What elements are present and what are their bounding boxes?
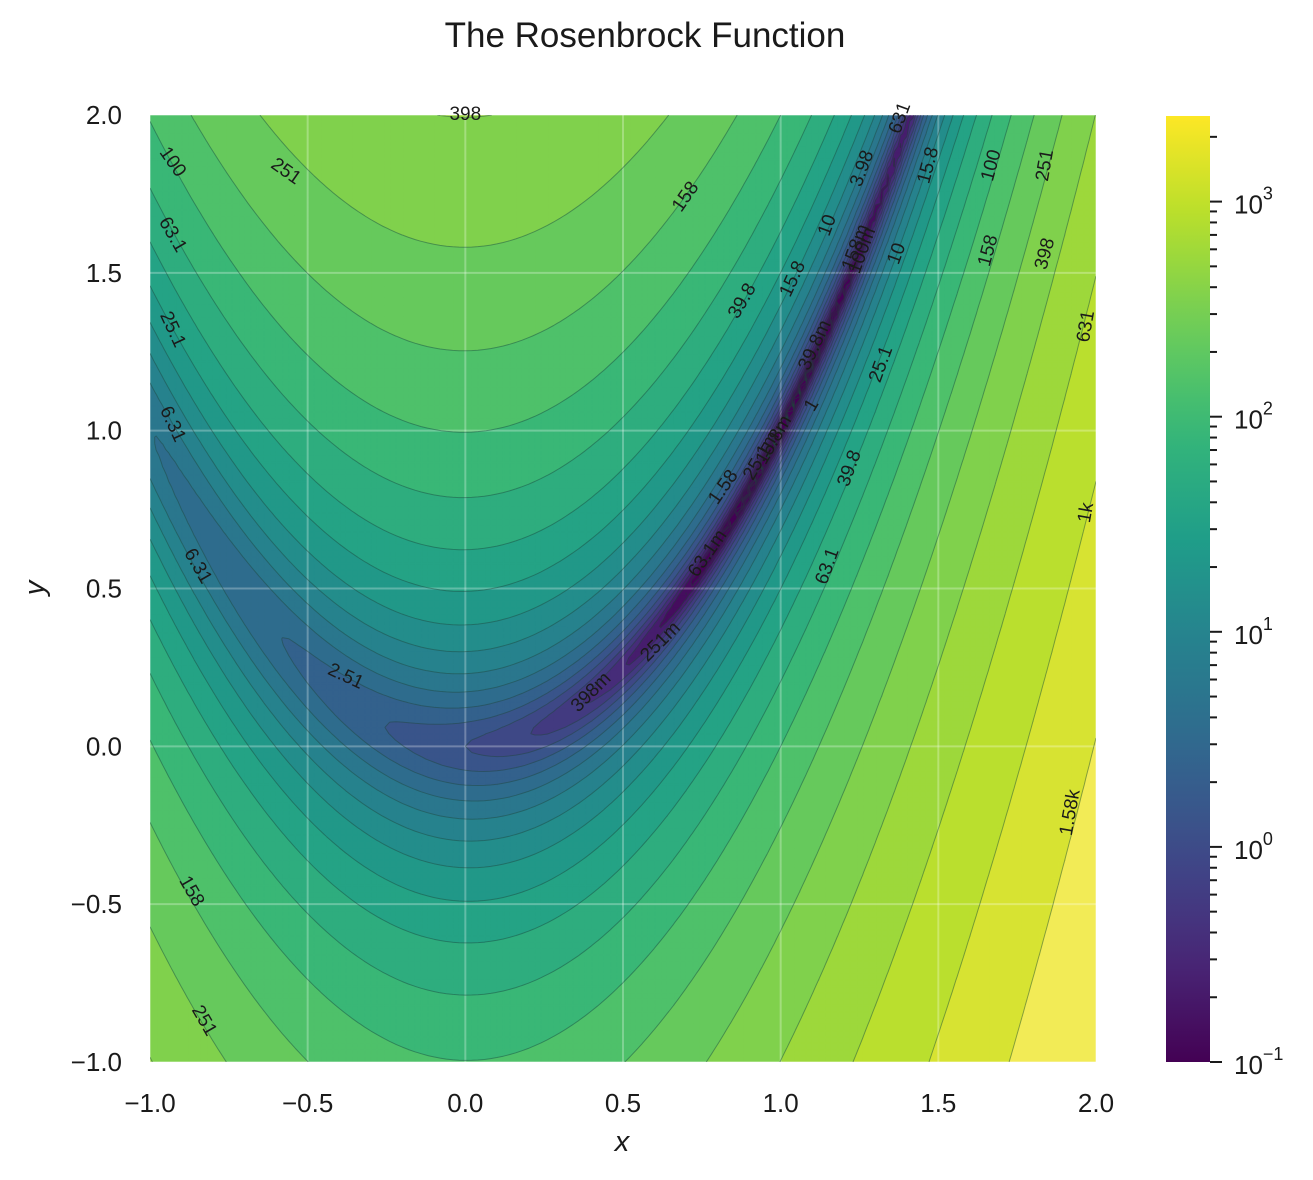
y-tick-label: −1.0 <box>71 1047 122 1077</box>
x-tick-label: 0.5 <box>605 1088 641 1118</box>
y-axis-label: y <box>19 579 51 597</box>
y-axis-ticks: −1.0 −0.5 0.0 0.5 1.0 1.5 2.0 <box>71 100 122 1077</box>
colorbar: 10−1 100 101 102 103 <box>1166 116 1283 1080</box>
x-tick-label: 1.0 <box>763 1088 799 1118</box>
colorbar-tick-label: 100 <box>1234 829 1273 865</box>
colorbar-tick-label: 103 <box>1234 184 1273 220</box>
colorbar-gradient <box>1166 116 1210 1062</box>
colorbar-tick-label: 102 <box>1234 399 1273 435</box>
x-axis-label: x <box>613 1126 631 1158</box>
colorbar-tick-label: 10−1 <box>1234 1044 1283 1080</box>
y-tick-label: 0.5 <box>86 574 122 604</box>
watermark-text: 知乎 @MiTei鹤见亭 <box>938 1108 1255 1149</box>
y-tick-label: 1.0 <box>86 416 122 446</box>
contour-label: 398 <box>449 104 481 125</box>
contour-label: 1k <box>1074 500 1098 524</box>
x-tick-label: −1.0 <box>124 1088 175 1118</box>
colorbar-tick-label: 101 <box>1234 614 1273 650</box>
y-tick-label: 0.0 <box>86 731 122 761</box>
y-tick-label: 1.5 <box>86 258 122 288</box>
x-tick-label: −0.5 <box>282 1088 333 1118</box>
y-tick-label: 2.0 <box>86 100 122 130</box>
plot-area <box>150 115 1097 1063</box>
chart-title: The Rosenbrock Function <box>445 16 846 55</box>
x-tick-label: 0.0 <box>447 1088 483 1118</box>
y-tick-label: −0.5 <box>71 889 122 919</box>
